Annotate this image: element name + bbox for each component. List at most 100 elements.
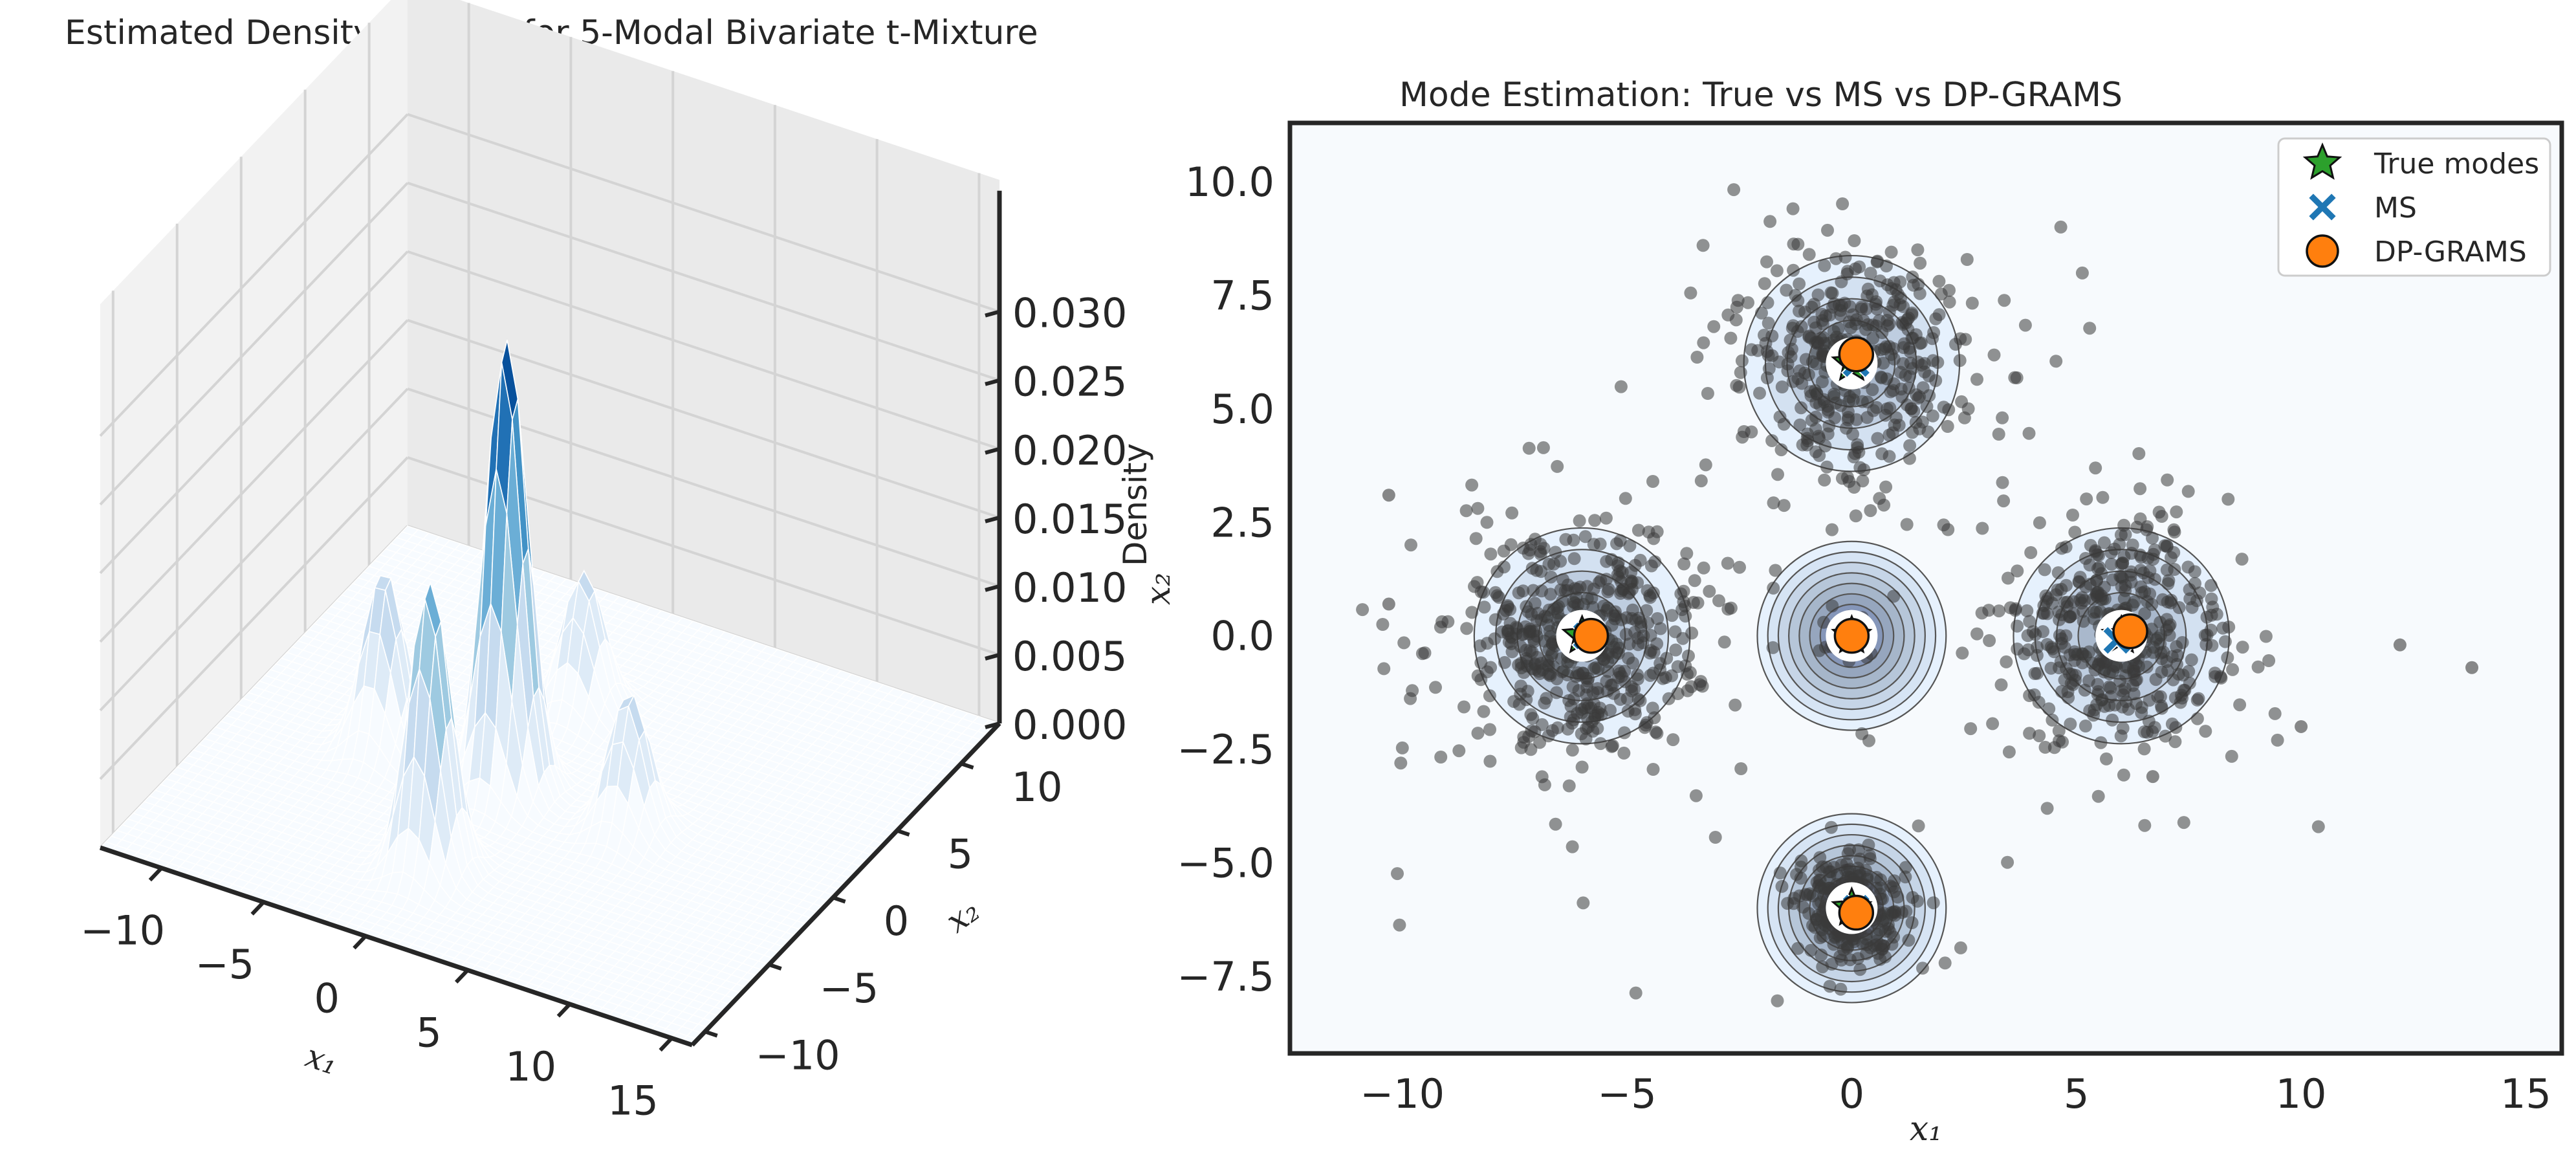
sample-point <box>2205 639 2219 652</box>
sample-point <box>2225 749 2238 763</box>
sample-point <box>1956 646 1969 660</box>
sample-point <box>1997 494 2011 508</box>
sample-point <box>1599 511 1613 525</box>
sample-point <box>1730 379 1743 392</box>
sample-point <box>2117 688 2130 701</box>
sample-point <box>1504 538 1518 551</box>
y-tick-label: −5 <box>820 965 879 1012</box>
sample-point <box>1916 415 1929 429</box>
sample-point <box>2040 802 2054 815</box>
sample-point <box>1793 418 1807 432</box>
sample-point <box>1522 605 1535 619</box>
sample-point <box>1848 234 1861 247</box>
sample-point <box>1758 277 1771 291</box>
sample-point <box>1727 183 1741 197</box>
sample-point <box>1824 820 1838 834</box>
sample-point <box>1734 762 1748 775</box>
sample-point <box>1804 943 1818 957</box>
sample-point <box>2170 505 2183 519</box>
wall-grid-z <box>407 250 1000 450</box>
sample-point <box>1932 274 1946 288</box>
sample-point <box>2181 485 2195 498</box>
sample-point <box>2051 566 2065 580</box>
sample-point <box>1575 706 1589 720</box>
sample-point <box>1551 721 1564 734</box>
sample-point <box>2115 700 2129 714</box>
sample-point <box>1793 304 1806 318</box>
sample-point <box>2117 768 2130 782</box>
sample-point <box>2076 647 2090 661</box>
sample-point <box>1469 532 1483 545</box>
sample-point <box>2204 578 2218 592</box>
sample-point <box>1795 320 1808 333</box>
sample-point <box>2138 819 2152 832</box>
sample-point <box>1393 918 1406 932</box>
sample-point <box>1523 544 1536 557</box>
sample-point <box>2083 322 2097 335</box>
sample-point <box>1986 717 2000 731</box>
sample-point <box>1675 603 1689 617</box>
sample-point <box>1899 870 1912 884</box>
y-tick-label: 5 <box>948 831 973 878</box>
sample-point <box>1731 294 1745 307</box>
sample-point <box>1867 404 1880 417</box>
sample-point <box>1954 941 1967 954</box>
sample-point <box>1818 473 1831 487</box>
sample-point <box>1824 286 1838 300</box>
sample-point <box>2029 628 2042 641</box>
sample-point <box>1883 428 1896 442</box>
sample-point <box>1762 316 1775 330</box>
sample-point <box>2080 492 2093 506</box>
z-tick-mark <box>985 446 1000 455</box>
sample-point <box>2113 538 2126 551</box>
sample-point <box>2084 538 2097 552</box>
sample-point <box>1435 615 1449 628</box>
sample-point <box>1777 417 1791 431</box>
sample-point <box>1646 701 1659 715</box>
sample-point <box>1665 609 1679 622</box>
sample-point <box>1514 687 1527 701</box>
back-wall <box>408 0 999 723</box>
sample-point <box>1644 668 1657 682</box>
sample-point <box>2053 661 2066 675</box>
sample-point <box>1846 308 1860 322</box>
sample-point <box>1484 547 1498 561</box>
sample-point <box>1621 692 1634 705</box>
sample-point <box>1784 333 1797 347</box>
sample-point <box>1582 672 1595 685</box>
sample-point <box>1460 622 1474 635</box>
sample-point <box>1391 867 1404 881</box>
sample-point <box>1646 763 1660 776</box>
sample-point <box>2023 689 2036 702</box>
sample-point <box>2199 725 2212 738</box>
sample-point <box>1606 739 1619 753</box>
sample-point <box>2096 490 2110 504</box>
sample-point <box>2090 574 2103 588</box>
sample-point <box>2075 266 2089 280</box>
sample-point <box>1505 506 1519 520</box>
sample-point <box>2205 592 2218 606</box>
sample-point <box>2116 556 2129 569</box>
sample-point <box>1659 671 1672 685</box>
sample-point <box>1602 582 1615 596</box>
sample-point <box>1937 401 1950 414</box>
sample-point <box>1960 253 1974 266</box>
sample-point <box>2218 635 2232 648</box>
sample-point <box>1585 591 1599 605</box>
surface-x-axis-label: x₁ <box>301 1037 342 1082</box>
sample-point <box>2134 580 2148 593</box>
sample-point <box>1643 589 1657 602</box>
sample-point <box>2102 680 2116 694</box>
x-tick-label: 15 <box>607 1077 659 1124</box>
sample-point <box>1911 243 1925 257</box>
sample-point <box>1689 789 1703 802</box>
sample-point <box>1395 741 1409 754</box>
sample-point <box>2156 593 2170 606</box>
sample-point <box>1694 474 1708 488</box>
sample-point <box>2066 509 2079 522</box>
sample-point <box>2183 676 2196 690</box>
sample-point <box>1965 296 1979 310</box>
sample-point <box>1632 523 1645 537</box>
sample-point <box>1760 255 1773 269</box>
sample-point <box>1869 298 1883 311</box>
